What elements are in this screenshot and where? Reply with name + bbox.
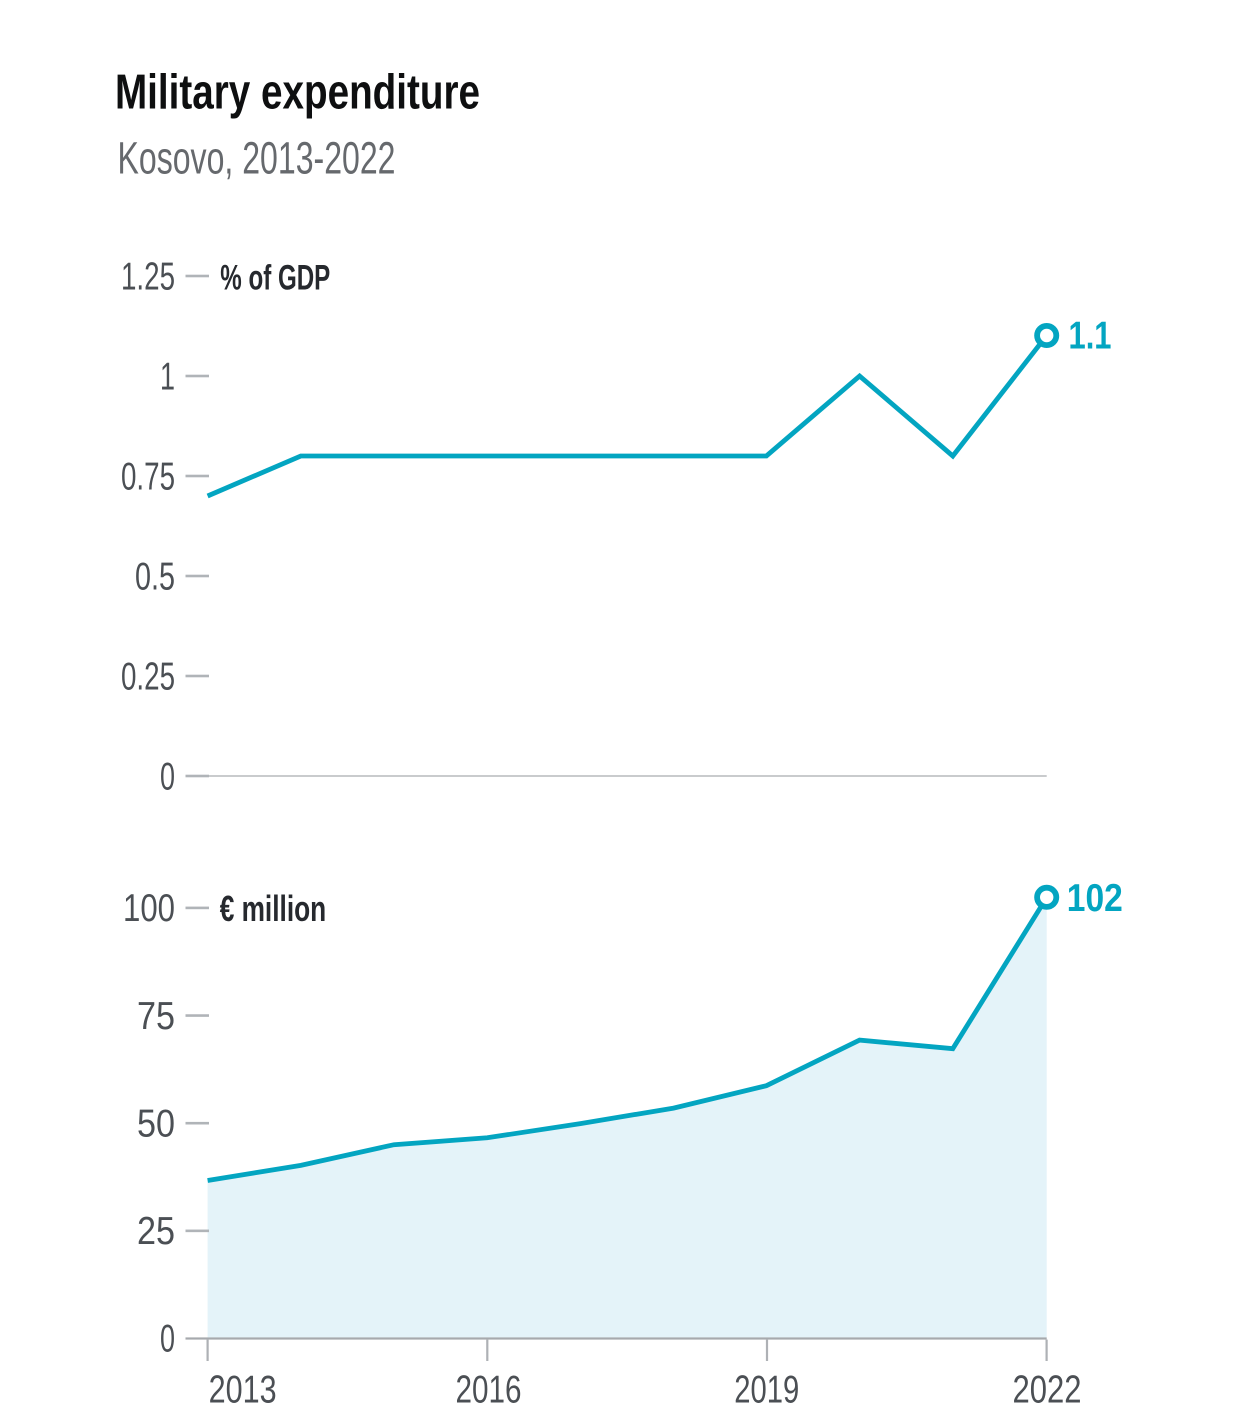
svg-text:1.25: 1.25 [121, 256, 175, 299]
svg-text:Kosovo, 2013-2022: Kosovo, 2013-2022 [118, 133, 396, 184]
svg-text:50: 50 [137, 1102, 175, 1145]
svg-text:0.5: 0.5 [135, 556, 175, 599]
svg-text:75: 75 [137, 995, 175, 1038]
svg-text:2022: 2022 [1013, 1369, 1082, 1412]
svg-text:0: 0 [160, 1318, 175, 1361]
svg-text:2019: 2019 [734, 1369, 799, 1412]
svg-text:1: 1 [160, 356, 175, 399]
svg-text:25: 25 [137, 1210, 175, 1253]
svg-text:100: 100 [123, 887, 175, 930]
svg-text:2013: 2013 [209, 1369, 277, 1412]
svg-text:0: 0 [160, 756, 175, 799]
svg-text:€ million: € million [220, 888, 327, 929]
svg-text:0.25: 0.25 [121, 656, 175, 699]
svg-text:% of GDP: % of GDP [220, 259, 330, 298]
svg-text:2016: 2016 [456, 1369, 522, 1412]
svg-text:Military expenditure: Military expenditure [115, 66, 480, 120]
svg-text:102: 102 [1067, 877, 1123, 920]
svg-text:1.1: 1.1 [1069, 314, 1112, 357]
svg-text:0.75: 0.75 [121, 456, 175, 499]
